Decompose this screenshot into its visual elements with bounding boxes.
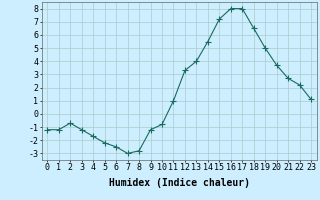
X-axis label: Humidex (Indice chaleur): Humidex (Indice chaleur) <box>109 178 250 188</box>
